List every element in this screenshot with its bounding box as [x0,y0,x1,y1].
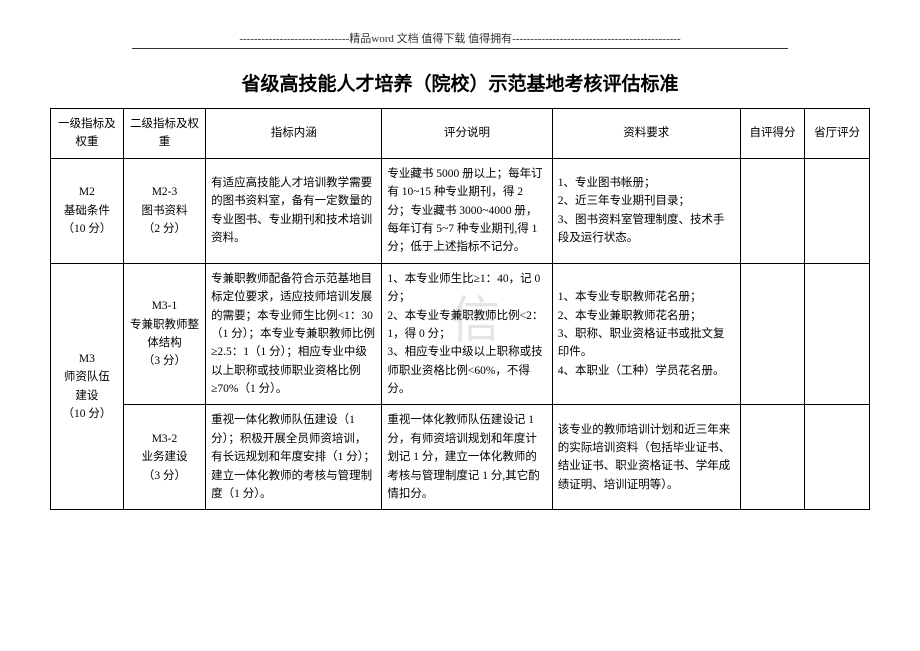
cell-province-score-r1 [805,158,870,263]
cell-level2-m23: M2-3图书资料（2 分） [123,158,205,263]
col-header-province-score: 省厅评分 [805,109,870,159]
cell-level2-m32: M3-2业务建设（3 分） [123,405,205,510]
col-header-self-score: 自评得分 [740,109,805,159]
cell-materials-r2: 1、本专业专职教师花名册；2、本专业兼职教师花名册；3、职称、职业资格证书或批文… [552,263,740,405]
header-text: ------------------------------精品word 文档 … [50,30,870,46]
col-header-connotation: 指标内涵 [206,109,382,159]
table-header-row: 一级指标及权重 二级指标及权重 指标内涵 评分说明 资料要求 自评得分 省厅评分 [51,109,870,159]
cell-scoring-r2: 1、本专业师生比≥1：40，记 0 分；2、本专业专兼职教师比例<2：1，得 0… [382,263,552,405]
cell-connotation-r1: 有适应高技能人才培训教学需要的图书资料室，备有一定数量的专业图书、专业期刊和技术… [206,158,382,263]
page-title: 省级高技能人才培养（院校）示范基地考核评估标准 [50,69,870,96]
cell-connotation-r3: 重视一体化教师队伍建设（1 分）；积极开展全员师资培训，有长远规划和年度安排（1… [206,405,382,510]
cell-level2-m31: M3-1专兼职教师整体结构（3 分） [123,263,205,405]
table-row: M2基础条件（10 分） M2-3图书资料（2 分） 有适应高技能人才培训教学需… [51,158,870,263]
cell-materials-r3: 该专业的教师培训计划和近三年来的实际培训资料（包括毕业证书、结业证书、职业资格证… [552,405,740,510]
cell-level1-m2: M2基础条件（10 分） [51,158,124,263]
cell-self-score-r1 [740,158,805,263]
col-header-level2: 二级指标及权重 [123,109,205,159]
col-header-scoring: 评分说明 [382,109,552,159]
cell-connotation-r2: 专兼职教师配备符合示范基地目标定位要求，适应技师培训发展的需要；本专业师生比例<… [206,263,382,405]
table-row: M3-2业务建设（3 分） 重视一体化教师队伍建设（1 分）；积极开展全员师资培… [51,405,870,510]
cell-province-score-r2 [805,263,870,405]
evaluation-table: 一级指标及权重 二级指标及权重 指标内涵 评分说明 资料要求 自评得分 省厅评分… [50,108,870,510]
cell-self-score-r2 [740,263,805,405]
cell-level1-m3: M3师资队伍建设（10 分） [51,263,124,510]
cell-scoring-r3: 重视一体化教师队伍建设记 1 分，有师资培训规划和年度计划记 1 分，建立一体化… [382,405,552,510]
table-row: M3师资队伍建设（10 分） M3-1专兼职教师整体结构（3 分） 专兼职教师配… [51,263,870,405]
cell-self-score-r3 [740,405,805,510]
col-header-materials: 资料要求 [552,109,740,159]
divider [132,48,788,49]
cell-materials-r1: 1、专业图书帐册；2、近三年专业期刊目录；3、图书资料室管理制度、技术手段及运行… [552,158,740,263]
cell-scoring-r1: 专业藏书 5000 册以上；每年订有 10~15 种专业期刊，得 2 分；专业藏… [382,158,552,263]
cell-province-score-r3 [805,405,870,510]
col-header-level1: 一级指标及权重 [51,109,124,159]
